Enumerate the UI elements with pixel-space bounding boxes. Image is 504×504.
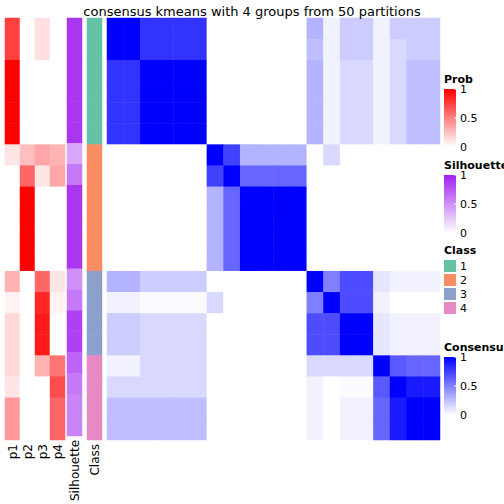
svg-text:Class: Class — [444, 244, 477, 257]
svg-text:consensus kmeans with 4 groups: consensus kmeans with 4 groups from 50 p… — [83, 4, 421, 19]
svg-text:p1: p1 — [6, 444, 20, 459]
svg-text:p3: p3 — [36, 444, 50, 459]
svg-text:1: 1 — [460, 83, 467, 96]
svg-text:p4: p4 — [51, 444, 65, 459]
svg-text:p2: p2 — [21, 444, 35, 459]
svg-text:1: 1 — [460, 351, 467, 364]
svg-text:4: 4 — [460, 302, 467, 315]
svg-text:0.5: 0.5 — [460, 198, 478, 211]
svg-text:0.5: 0.5 — [460, 380, 478, 393]
svg-text:1: 1 — [460, 260, 467, 273]
svg-text:Class: Class — [88, 444, 102, 476]
svg-text:Prob: Prob — [444, 73, 473, 86]
svg-text:2: 2 — [460, 274, 467, 287]
svg-text:0.5: 0.5 — [460, 112, 478, 125]
svg-text:Silhouette: Silhouette — [68, 440, 82, 501]
svg-text:Consensus: Consensus — [444, 341, 504, 354]
svg-text:3: 3 — [460, 288, 467, 301]
svg-text:0: 0 — [460, 409, 467, 422]
svg-text:0: 0 — [460, 141, 467, 154]
svg-text:1: 1 — [460, 169, 467, 182]
svg-text:0: 0 — [460, 227, 467, 240]
svg-text:Silhouette: Silhouette — [444, 159, 504, 172]
